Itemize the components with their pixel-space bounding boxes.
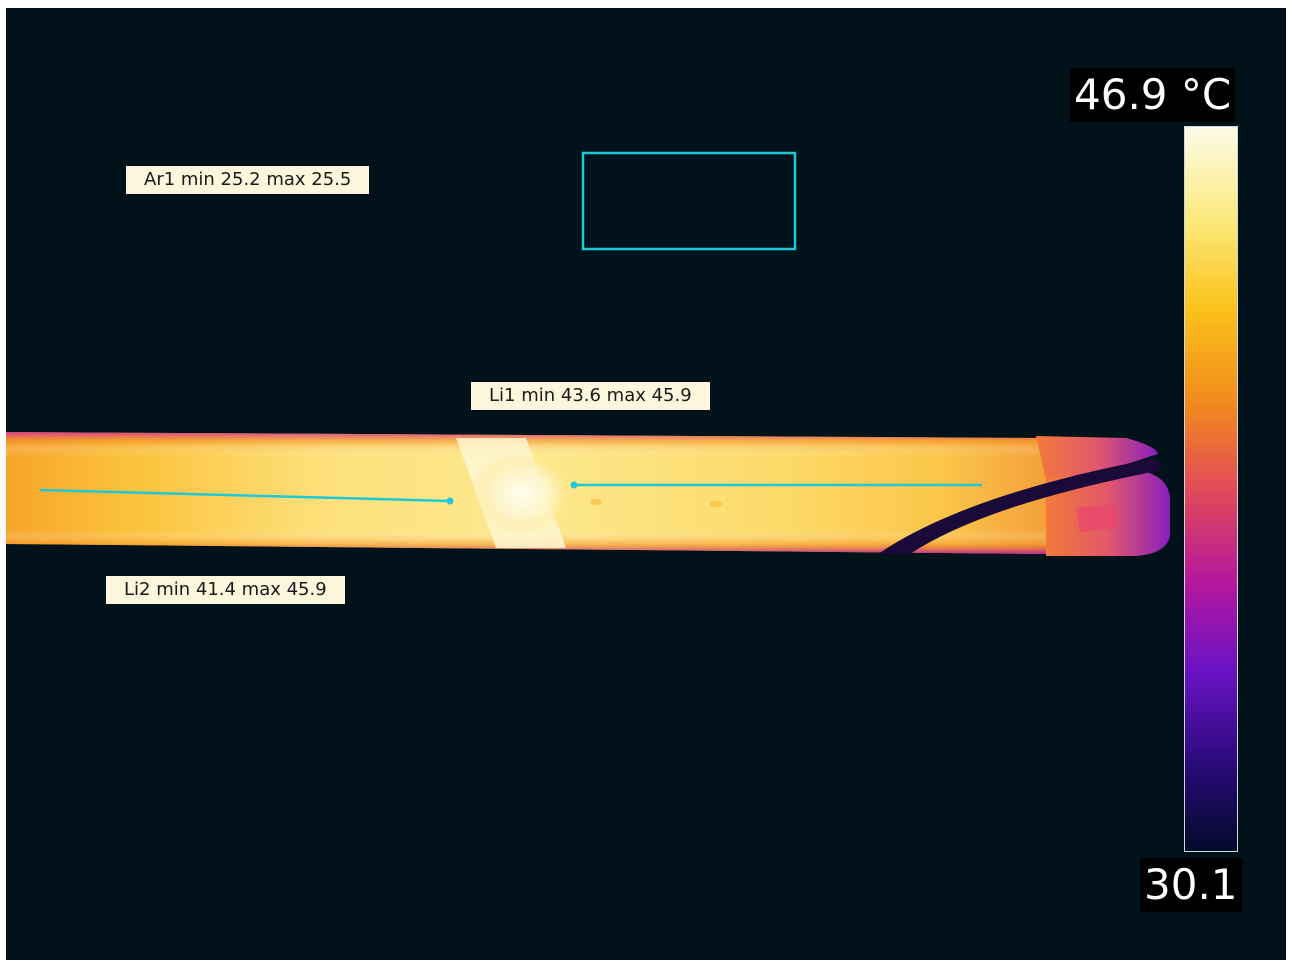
area-box-ar1[interactable] <box>581 151 797 251</box>
scale-max-label: 46.9 °C <box>1070 68 1236 122</box>
line-li2[interactable] <box>39 488 454 505</box>
rod-cap-spot <box>1076 504 1118 532</box>
hot-rod <box>6 432 1170 556</box>
rod-slit <box>878 458 1162 554</box>
scale-min-label: 30.1 <box>1140 858 1242 912</box>
rod-mark-2 <box>710 501 722 507</box>
thermal-image: Ar1 min 25.2 max 25.5 Li1 min 43.6 max 4… <box>6 8 1286 960</box>
ar1-label: Ar1 min 25.2 max 25.5 <box>126 166 370 194</box>
thermal-scene <box>6 151 1170 556</box>
li1-label: Li1 min 43.6 max 45.9 <box>471 382 710 410</box>
line-li1[interactable] <box>570 481 983 489</box>
rod-cap-upper <box>1036 436 1158 480</box>
temperature-colorbar <box>1184 126 1238 852</box>
li2-label: Li2 min 41.4 max 45.9 <box>106 576 345 604</box>
rod-hot-spot <box>471 452 571 536</box>
rod-mark-1 <box>590 499 602 505</box>
